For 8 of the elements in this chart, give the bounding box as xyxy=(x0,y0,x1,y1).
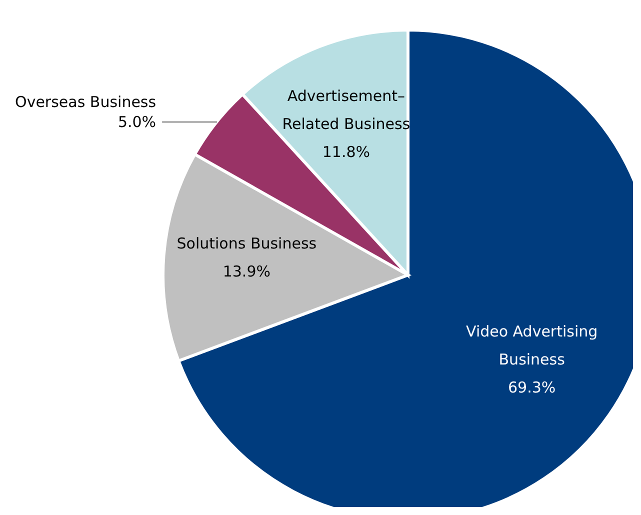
slice-label: Overseas Business xyxy=(15,92,156,111)
data-label: 13.9% xyxy=(222,262,271,281)
data-label: 11.8% xyxy=(322,142,370,161)
data-label: 5.0% xyxy=(118,112,156,131)
slice-label: Solutions Business xyxy=(176,234,317,253)
slice-label: Video Advertising Business xyxy=(466,322,598,368)
data-label: 69.3% xyxy=(508,378,556,396)
slice-label: Advertisement–Related Business xyxy=(282,86,410,133)
